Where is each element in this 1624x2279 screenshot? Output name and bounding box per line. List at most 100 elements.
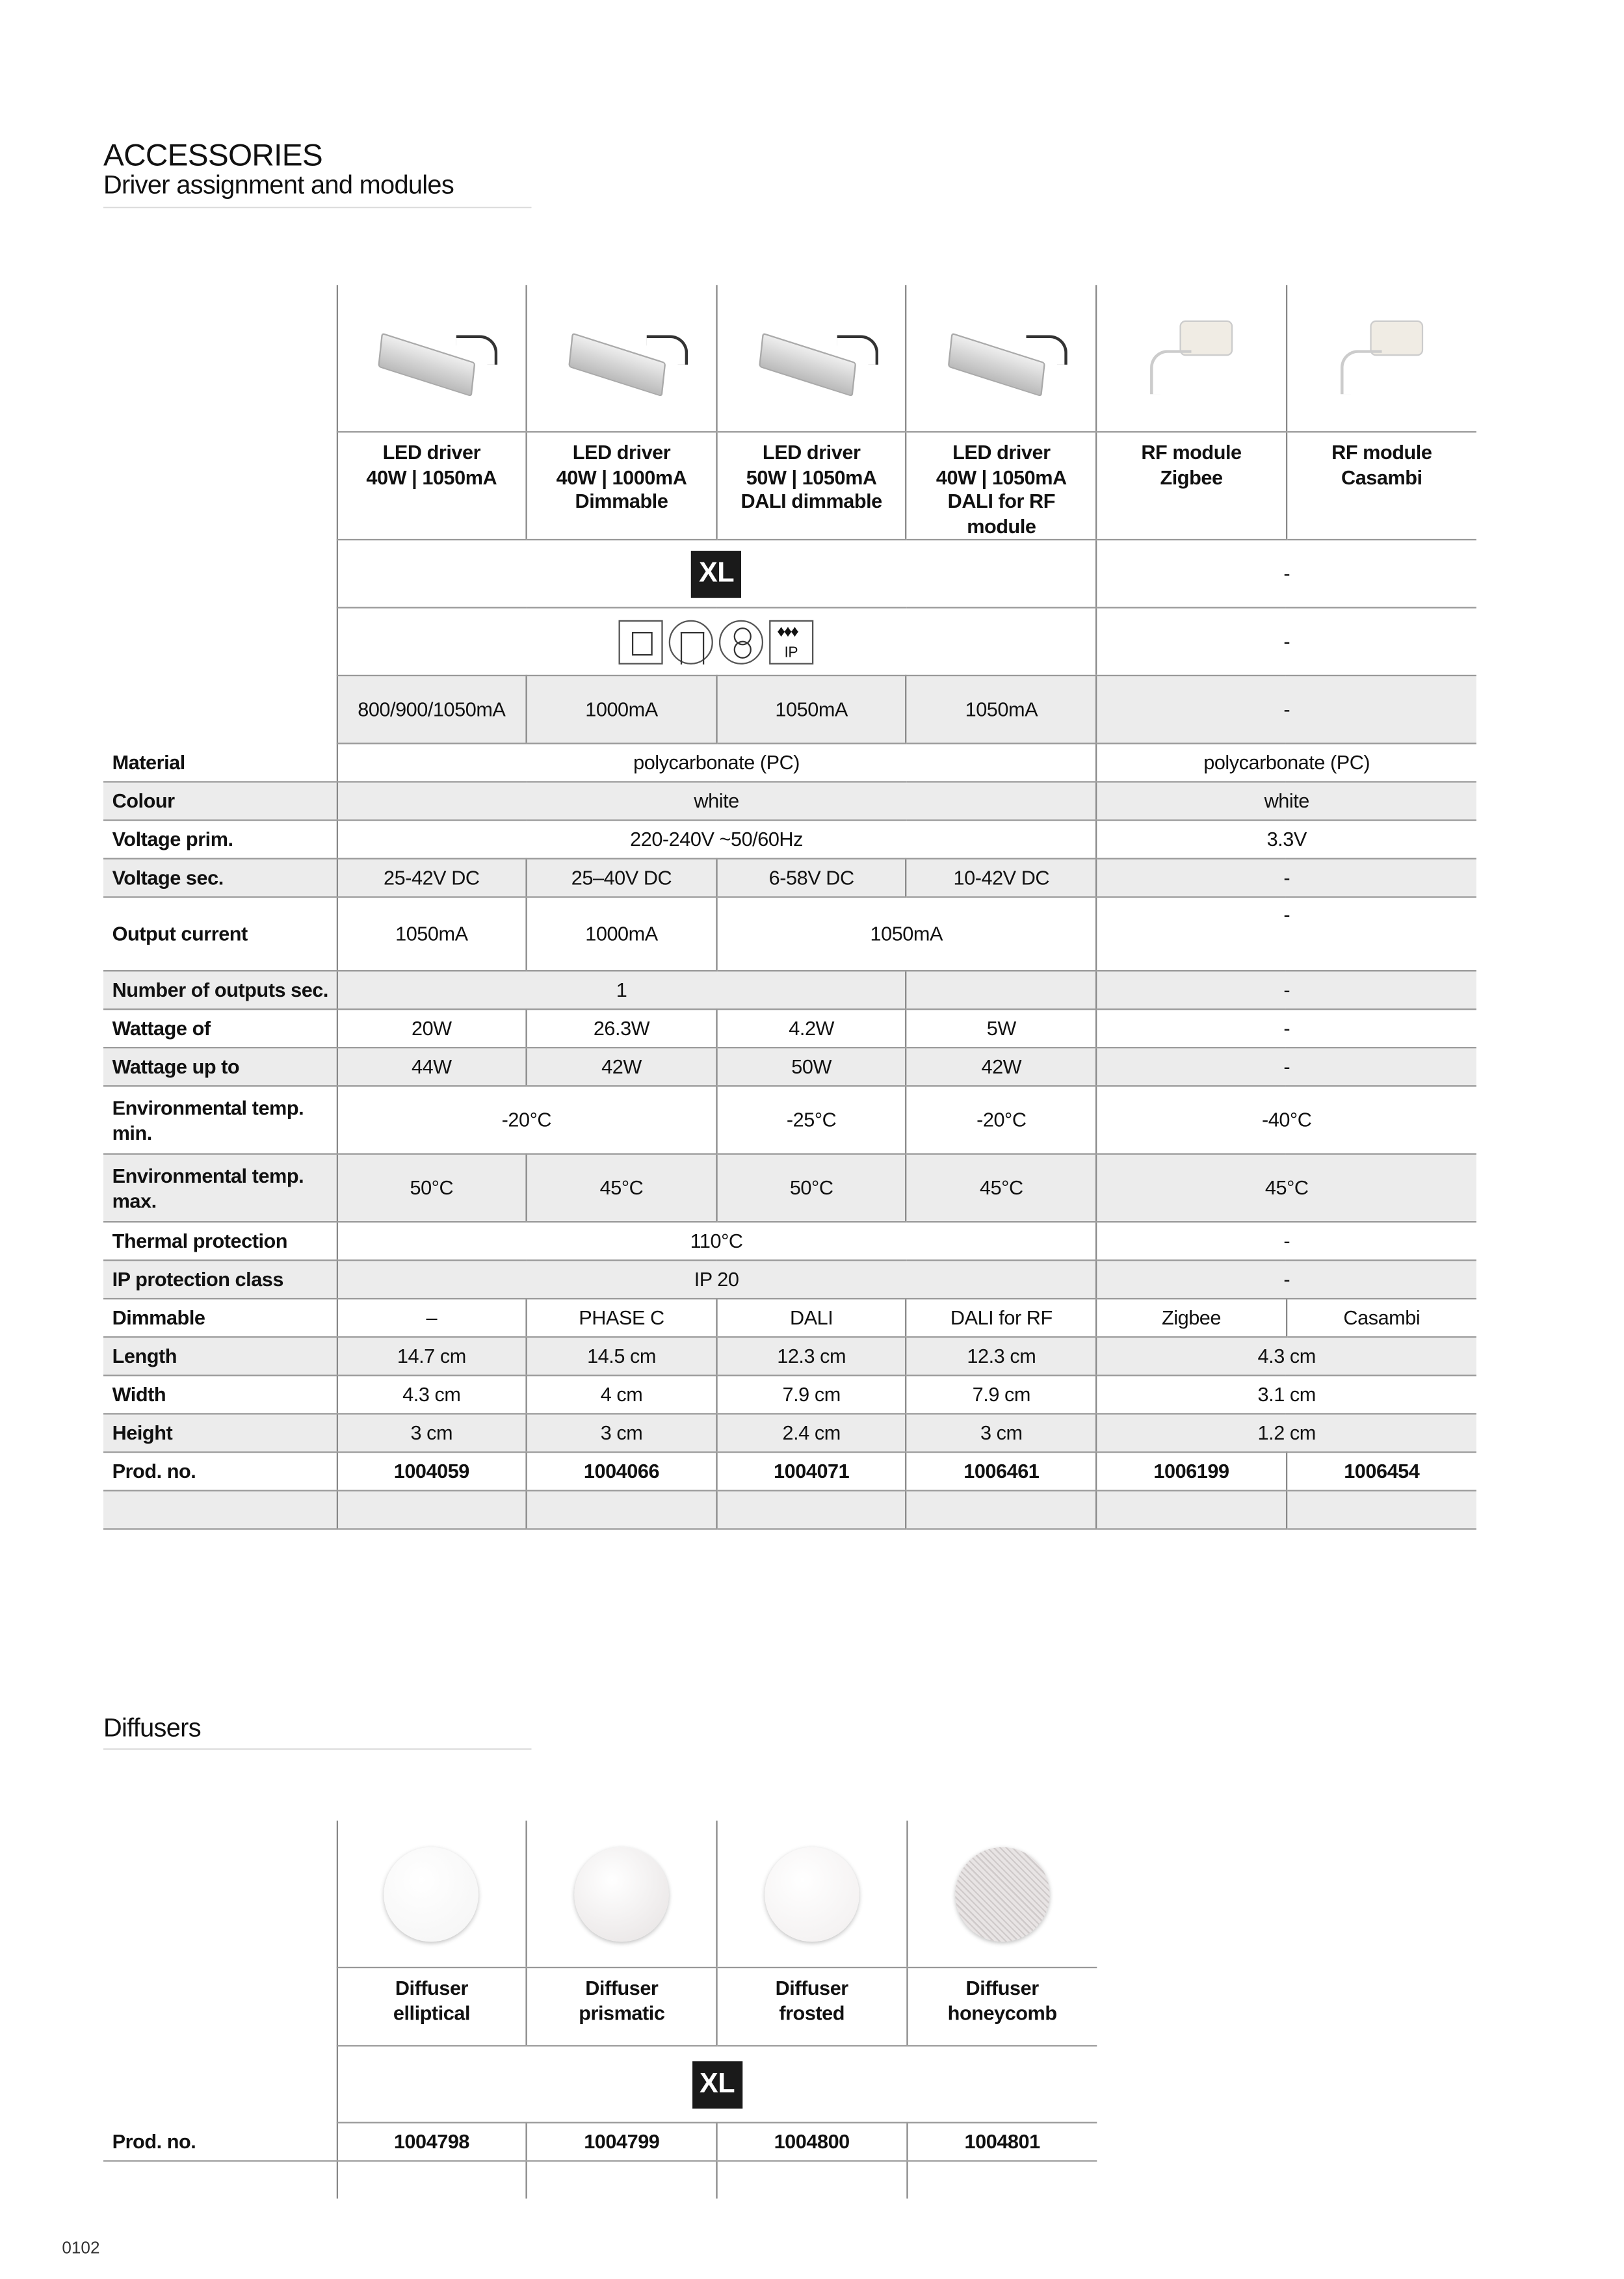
product-name-line: Dimmable	[575, 490, 668, 513]
product-image-cell	[335, 285, 527, 433]
table-cell: 3.3V	[1095, 820, 1476, 860]
table-cell: 1050mA	[715, 897, 1097, 972]
table-cell: -	[1095, 1260, 1476, 1300]
empty-cell	[103, 432, 337, 540]
table-cell: 1.2 cm	[1095, 1414, 1476, 1453]
table-row: Output current 1050mA 1000mA 1050mA -	[103, 897, 1476, 972]
table-cell: 3 cm	[335, 1414, 527, 1453]
empty-cell	[526, 2161, 717, 2199]
table-cell: 1050mA	[715, 675, 907, 744]
product-name: Diffuser honeycomb	[906, 1967, 1097, 2047]
product-image-cell	[1095, 285, 1287, 433]
table-cell: 50°C	[335, 1153, 527, 1223]
led-driver-image	[378, 328, 499, 397]
product-name-row: Diffuser elliptical Diffuser prismatic Diffu…	[103, 1967, 1097, 2047]
page-number: 0102	[62, 2239, 100, 2258]
row-label: Prod. no.	[103, 2122, 337, 2162]
table-cell: 1000mA	[525, 675, 717, 744]
table-cell: –	[335, 1298, 527, 1338]
row-label: IP protection class	[103, 1260, 337, 1300]
diffuser-image-cell	[526, 1821, 717, 1969]
table-cell: 12.3 cm	[906, 1337, 1097, 1377]
table-cell	[906, 1490, 1097, 1530]
empty-cell	[335, 2161, 527, 2199]
rf-cable	[1149, 349, 1192, 394]
product-image-cell	[906, 285, 1097, 433]
product-number: 1004801	[906, 2122, 1097, 2162]
product-name: LED driver 40W | 1050mA	[335, 432, 527, 541]
product-name-line: Diffuser	[775, 1977, 849, 1999]
xl-size-badge: XL	[692, 2061, 742, 2108]
table-cell: 44W	[335, 1047, 527, 1087]
row-label: Wattage up to	[103, 1047, 337, 1087]
product-name: LED driver 40W | 1000mA Dimmable	[525, 432, 717, 541]
table-cell: -	[1095, 1222, 1476, 1261]
led-driver-image	[568, 328, 688, 397]
table-cell: DALI for RF	[906, 1298, 1097, 1338]
empty-cell	[103, 675, 337, 744]
rf-module-image	[1337, 314, 1426, 402]
table-cell: DALI	[715, 1298, 907, 1338]
product-number: 1004799	[526, 2122, 717, 2162]
table-row: Prod. no. 1004059 1004066 1004071 1006461 100…	[103, 1452, 1476, 1492]
table-cell: 45°C	[525, 1153, 717, 1223]
table-cell: 20W	[335, 1009, 527, 1049]
table-cell	[1285, 1490, 1476, 1530]
table-cell: 26.3W	[525, 1009, 717, 1049]
row-label: Material	[103, 743, 337, 783]
table-cell: 45°C	[1095, 1153, 1476, 1223]
row-label: Height	[103, 1414, 337, 1453]
icons-row: ♦♦♦ IP -	[103, 607, 1476, 677]
product-name: RF module Zigbee	[1095, 432, 1287, 541]
size-cell: XL	[335, 540, 1097, 609]
table-cell: 4 cm	[525, 1375, 717, 1415]
table-cell: 1004071	[715, 1452, 907, 1492]
table-cell: -	[1095, 897, 1476, 972]
product-name-line: DALI for RF module	[947, 490, 1056, 537]
table-cell: polycarbonate (PC)	[1095, 743, 1476, 783]
rated-current-row: 800/900/1050mA 1000mA 1050mA 1050mA -	[103, 675, 1476, 744]
table-cell: 6-58V DC	[715, 858, 907, 898]
table-cell	[335, 1490, 527, 1530]
icons-cell: ♦♦♦ IP	[335, 607, 1097, 677]
table-row: Environmental temp. min. -20°C -25°C -20°C -…	[103, 1086, 1476, 1155]
row-label: Length	[103, 1337, 337, 1377]
table-row: Prod. no. 1004798 1004799 1004800 1004801	[103, 2122, 1097, 2162]
table-cell: 4.3 cm	[1095, 1337, 1476, 1377]
row-label: Thermal protection	[103, 1222, 337, 1261]
xl-size-badge: XL	[691, 549, 742, 598]
row-label: Voltage sec.	[103, 858, 337, 898]
table-cell: 1006199	[1095, 1452, 1287, 1492]
row-label: Number of outputs sec.	[103, 971, 337, 1010]
table-cell: 1050mA	[906, 675, 1097, 744]
table-cell: 7.9 cm	[906, 1375, 1097, 1415]
led-driver-image	[948, 328, 1068, 397]
table-cell: 7.9 cm	[715, 1375, 907, 1415]
product-name: LED driver 40W | 1050mA DALI for RF module	[906, 432, 1097, 541]
table-row: Number of outputs sec. 1 -	[103, 971, 1476, 1010]
size-cell: XL	[335, 2046, 1097, 2124]
icons-cell: -	[1095, 607, 1476, 677]
table-row: Wattage up to 44W 42W 50W 42W -	[103, 1047, 1476, 1087]
protection-class-icon	[619, 619, 664, 664]
table-cell: -	[1095, 1047, 1476, 1087]
empty-cell	[906, 2161, 1097, 2199]
diffuser-image	[574, 1846, 670, 1942]
product-name-line: Diffuser	[585, 1977, 659, 1999]
driver-cable	[646, 334, 688, 364]
product-image-cell	[1285, 285, 1476, 433]
divider	[103, 206, 532, 209]
page-subtitle: Driver assignment and modules	[103, 170, 454, 200]
table-cell: -	[1095, 971, 1476, 1010]
table-row: Voltage sec. 25-42V DC 25–40V DC 6-58V DC 10…	[103, 858, 1476, 898]
product-name-line: RF module	[1331, 441, 1432, 464]
row-label	[103, 1490, 337, 1530]
rf-module-body	[1179, 319, 1233, 356]
product-name-line: LED driver	[382, 441, 481, 464]
table-cell: 1050mA	[335, 897, 527, 972]
diffuser-image	[384, 1846, 479, 1942]
table-cell: -20°C	[906, 1086, 1097, 1155]
product-image-row	[103, 285, 1476, 433]
table-cell: -	[1095, 858, 1476, 898]
product-name-line: 40W | 1050mA	[936, 466, 1067, 488]
